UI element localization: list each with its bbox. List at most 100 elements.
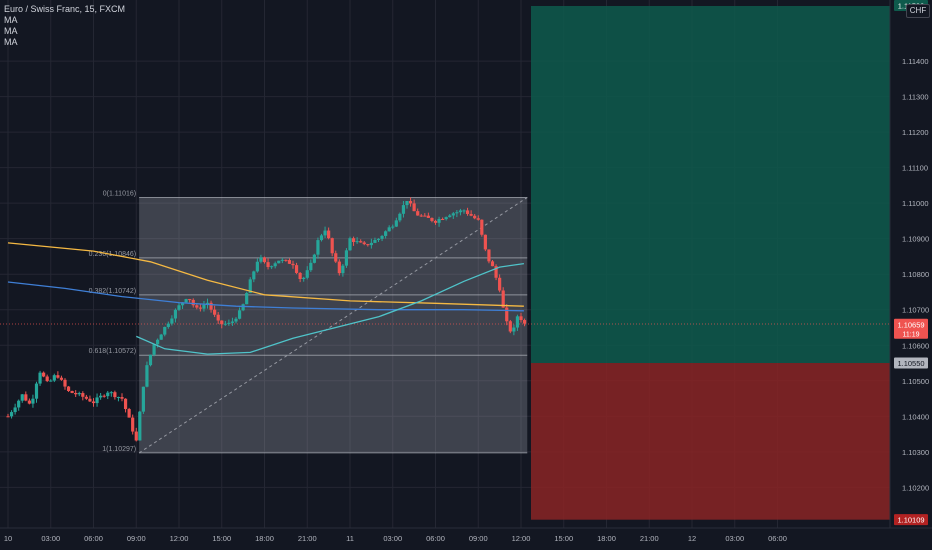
candle-body[interactable] [188,299,192,301]
candle-body[interactable] [480,219,484,235]
candle-body[interactable] [305,270,309,278]
candle-body[interactable] [209,302,213,310]
candle-body[interactable] [344,250,349,266]
candle-body[interactable] [262,257,267,263]
candle-body[interactable] [245,293,249,305]
moving-average-line[interactable] [7,281,524,312]
candle-body[interactable] [277,260,281,264]
candle-body[interactable] [380,235,384,239]
candle-body[interactable] [391,226,395,228]
candle-body[interactable] [156,339,160,345]
candle-body[interactable] [501,290,505,308]
candle-body[interactable] [198,307,202,309]
candle-body[interactable] [273,263,277,267]
candle-body[interactable] [444,217,448,220]
candle-body[interactable] [141,386,145,412]
candle-body[interactable] [341,265,345,274]
currency-button[interactable]: CHF [906,4,930,18]
candle-body[interactable] [366,244,370,246]
candle-body[interactable] [441,219,445,221]
candle-body[interactable] [148,354,153,366]
candle-body[interactable] [38,372,42,384]
candle-body[interactable] [505,307,509,322]
candle-body[interactable] [195,305,199,308]
stop-zone[interactable] [531,363,890,520]
target-zone[interactable] [531,6,890,364]
candle-body[interactable] [131,417,135,432]
candle-body[interactable] [355,241,359,243]
candle-body[interactable] [458,210,463,213]
candle-body[interactable] [134,431,138,441]
candle-body[interactable] [6,416,10,418]
candle-body[interactable] [88,398,92,402]
candle-body[interactable] [483,234,487,250]
candle-body[interactable] [13,407,17,413]
candle-body[interactable] [259,257,263,262]
candle-body[interactable] [287,260,292,264]
candle-body[interactable] [266,262,270,268]
candle-body[interactable] [384,231,388,236]
candle-body[interactable] [248,279,252,294]
candle-body[interactable] [216,314,220,321]
candle-body[interactable] [494,266,498,278]
candle-body[interactable] [522,320,527,324]
candle-body[interactable] [387,227,391,232]
candle-body[interactable] [323,230,327,236]
indicator-ma-3[interactable]: MA [4,37,18,47]
candle-body[interactable] [255,261,259,272]
candle-body[interactable] [17,400,21,408]
candle-body[interactable] [49,380,53,382]
candle-body[interactable] [298,272,302,280]
candle-body[interactable] [433,220,438,223]
candle-body[interactable] [284,259,288,261]
indicator-ma-1[interactable]: MA [4,15,18,25]
candle-body[interactable] [52,375,56,381]
candle-body[interactable] [302,277,306,280]
candle-body[interactable] [337,261,341,274]
candle-body[interactable] [202,304,206,309]
candle-body[interactable] [515,316,520,328]
candle-body[interactable] [473,215,477,219]
candle-body[interactable] [9,412,14,417]
candle-body[interactable] [359,241,363,243]
candle-body[interactable] [280,259,284,261]
candle-body[interactable] [91,401,96,404]
candle-body[interactable] [42,372,46,377]
candle-body[interactable] [177,305,181,310]
candle-body[interactable] [123,398,128,410]
candle-body[interactable] [223,323,227,325]
candle-body[interactable] [430,217,434,221]
candle-body[interactable] [487,249,491,262]
indicator-ma-2[interactable]: MA [4,26,18,36]
candle-body[interactable] [316,240,320,255]
candle-body[interactable] [237,310,242,319]
candle-body[interactable] [319,235,324,241]
candle-body[interactable] [184,299,188,303]
candle-body[interactable] [416,211,420,216]
candle-body[interactable] [173,309,178,319]
candle-body[interactable] [95,397,99,404]
candle-body[interactable] [120,397,124,399]
candle-body[interactable] [465,210,470,214]
candle-body[interactable] [423,215,427,217]
candle-body[interactable] [81,393,85,397]
candle-body[interactable] [70,391,74,393]
moving-average-line[interactable] [136,262,524,355]
candle-body[interactable] [113,392,117,398]
candle-body[interactable] [512,327,516,332]
candle-body[interactable] [376,238,381,240]
candle-body[interactable] [127,409,131,418]
candle-body[interactable] [163,326,167,335]
candle-body[interactable] [34,383,39,399]
candle-body[interactable] [412,203,416,212]
candle-body[interactable] [401,205,406,214]
candle-body[interactable] [451,213,455,216]
candle-body[interactable] [405,201,409,206]
candle-body[interactable] [45,376,49,382]
candle-body[interactable] [84,396,88,399]
candle-body[interactable] [159,334,163,340]
candle-body[interactable] [462,210,466,212]
candle-body[interactable] [152,344,156,355]
candle-body[interactable] [362,242,366,245]
